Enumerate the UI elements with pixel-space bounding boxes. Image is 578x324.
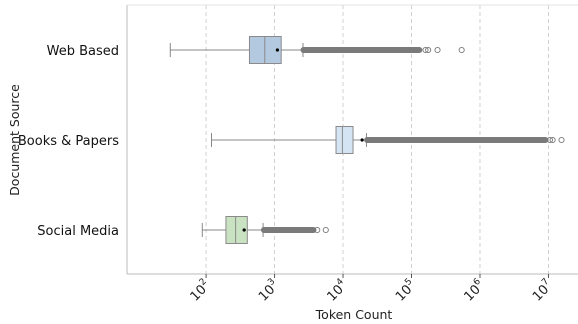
outlier-point: [458, 46, 465, 54]
x-tick-label: 103: [255, 277, 283, 305]
box-iqr: [335, 126, 354, 154]
x-tick-labels: 102 103 104 105 106 107: [186, 274, 557, 305]
outlier-point: [314, 226, 321, 234]
box-group: [211, 126, 565, 154]
y-category-label: Books & Papers: [18, 134, 119, 149]
y-category-labels: Web Based Books & Papers Social Media: [18, 44, 119, 239]
x-tick-label: 104: [323, 277, 351, 305]
outlier-point: [425, 46, 432, 54]
boxes: [169, 36, 565, 244]
outlier-point: [546, 136, 553, 144]
outlier-point: [322, 226, 329, 234]
box-iqr: [225, 216, 248, 244]
box-group: [201, 216, 329, 244]
x-tick-label: 107: [529, 277, 557, 305]
outlier-point: [549, 136, 556, 144]
outlier-point: [558, 136, 565, 144]
y-axis-title: Document Source: [7, 84, 22, 196]
outlier-point: [434, 46, 441, 54]
x-tick-label: 105: [392, 277, 420, 305]
mean-marker: [275, 48, 279, 52]
y-category-label: Web Based: [47, 44, 119, 59]
box-group: [169, 36, 465, 64]
mean-marker: [360, 138, 364, 142]
x-axis-title: Token Count: [315, 307, 393, 322]
y-category-label: Social Media: [37, 224, 119, 239]
x-tick-label: 102: [186, 277, 214, 305]
outlier-point: [422, 46, 429, 54]
x-tick-label: 106: [460, 277, 488, 305]
mean-marker: [242, 228, 246, 232]
